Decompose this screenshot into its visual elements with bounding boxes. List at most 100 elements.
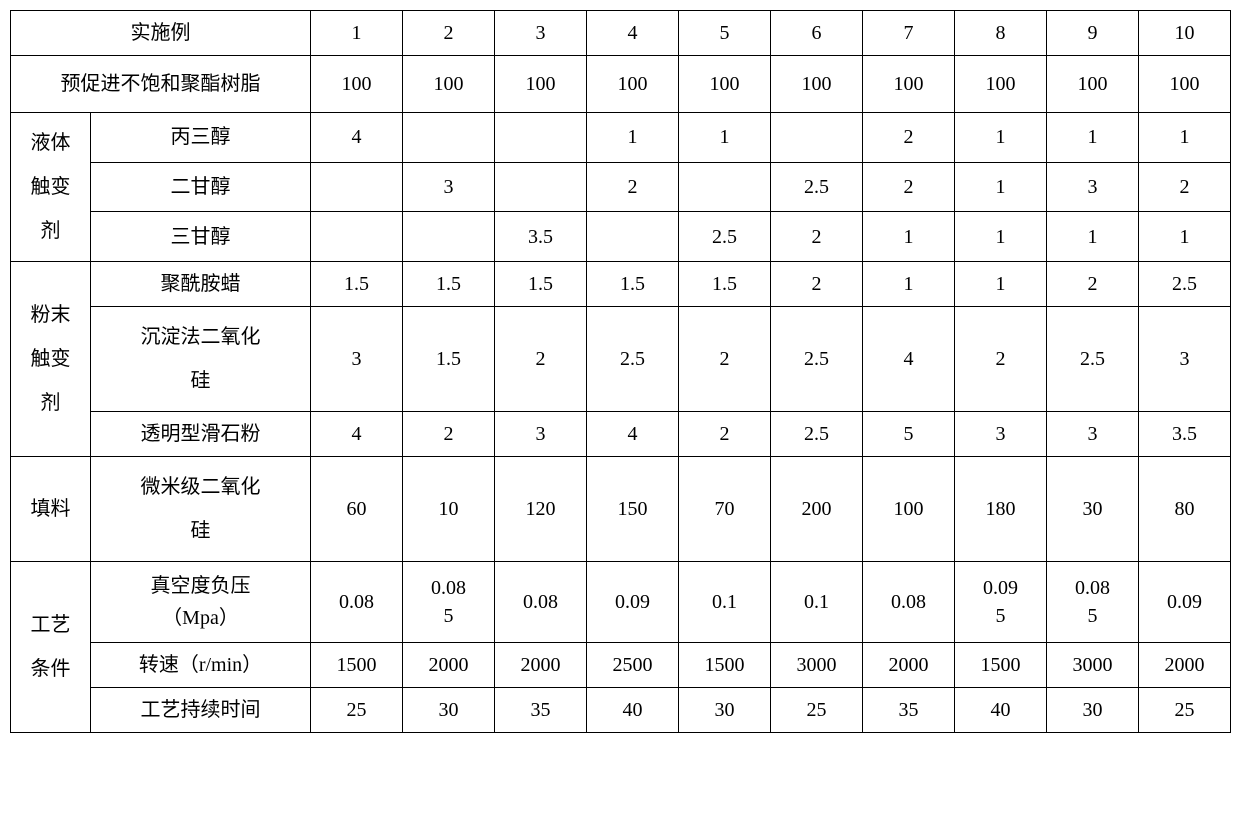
cell: 0.09 — [1139, 562, 1231, 643]
powder-thixo-group-label: 粉末触变剂 — [11, 262, 91, 457]
row-label: 工艺持续时间 — [91, 688, 311, 733]
cell — [311, 212, 403, 262]
cell: 100 — [679, 56, 771, 113]
cell: 1 — [863, 212, 955, 262]
col-header: 9 — [1047, 11, 1139, 56]
data-table: 实施例 1 2 3 4 5 6 7 8 9 10 预促进不饱和聚酯树脂 100 … — [10, 10, 1231, 733]
cell: 3 — [955, 412, 1047, 457]
cell: 30 — [679, 688, 771, 733]
cell: 3 — [311, 307, 403, 412]
cell: 120 — [495, 457, 587, 562]
cell: 2 — [495, 307, 587, 412]
cell: 60 — [311, 457, 403, 562]
cell: 2 — [863, 113, 955, 163]
cell: 30 — [403, 688, 495, 733]
resin-label: 预促进不饱和聚酯树脂 — [11, 56, 311, 113]
cell: 1 — [955, 212, 1047, 262]
cell: 100 — [863, 56, 955, 113]
cell: 100 — [771, 56, 863, 113]
cell: 2000 — [1139, 643, 1231, 688]
cell: 1.5 — [403, 262, 495, 307]
cell: 3 — [1139, 307, 1231, 412]
cell: 1 — [1139, 212, 1231, 262]
col-header: 10 — [1139, 11, 1231, 56]
process-row: 工艺持续时间 25 30 35 40 30 25 35 40 30 25 — [11, 688, 1231, 733]
cell: 1 — [679, 113, 771, 163]
cell — [679, 162, 771, 212]
cell — [771, 113, 863, 163]
cell: 2.5 — [771, 412, 863, 457]
cell — [587, 212, 679, 262]
cell: 2 — [403, 412, 495, 457]
cell: 0.085 — [403, 562, 495, 643]
cell: 2500 — [587, 643, 679, 688]
cell: 0.09 — [587, 562, 679, 643]
col-header: 2 — [403, 11, 495, 56]
row-label: 透明型滑石粉 — [91, 412, 311, 457]
cell: 0.1 — [771, 562, 863, 643]
liquid-thixo-row: 液体触变剂 丙三醇 4 1 1 2 1 1 1 — [11, 113, 1231, 163]
cell: 1 — [955, 162, 1047, 212]
cell: 4 — [311, 113, 403, 163]
cell: 0.085 — [1047, 562, 1139, 643]
col-header: 4 — [587, 11, 679, 56]
cell: 2000 — [863, 643, 955, 688]
cell: 2.5 — [771, 307, 863, 412]
cell: 200 — [771, 457, 863, 562]
cell: 2.5 — [587, 307, 679, 412]
cell: 1 — [863, 262, 955, 307]
cell: 0.08 — [863, 562, 955, 643]
filler-group-label: 填料 — [11, 457, 91, 562]
cell: 2 — [771, 262, 863, 307]
row-label: 聚酰胺蜡 — [91, 262, 311, 307]
cell: 1.5 — [679, 262, 771, 307]
cell: 100 — [863, 457, 955, 562]
header-row-label: 实施例 — [11, 11, 311, 56]
cell: 70 — [679, 457, 771, 562]
resin-row: 预促进不饱和聚酯树脂 100 100 100 100 100 100 100 1… — [11, 56, 1231, 113]
cell: 10 — [403, 457, 495, 562]
cell: 0.08 — [495, 562, 587, 643]
liquid-thixo-row: 三甘醇 3.5 2.5 2 1 1 1 1 — [11, 212, 1231, 262]
cell: 5 — [863, 412, 955, 457]
cell: 180 — [955, 457, 1047, 562]
powder-thixo-row: 沉淀法二氧化硅 3 1.5 2 2.5 2 2.5 4 2 2.5 3 — [11, 307, 1231, 412]
process-group-label: 工艺条件 — [11, 562, 91, 733]
cell: 2 — [955, 307, 1047, 412]
cell — [403, 212, 495, 262]
cell: 4 — [587, 412, 679, 457]
cell: 2.5 — [771, 162, 863, 212]
cell: 0.095 — [955, 562, 1047, 643]
cell: 30 — [1047, 688, 1139, 733]
cell: 40 — [587, 688, 679, 733]
cell: 1 — [1047, 212, 1139, 262]
row-label: 三甘醇 — [91, 212, 311, 262]
row-label: 丙三醇 — [91, 113, 311, 163]
row-label: 转速（r/min） — [91, 643, 311, 688]
cell: 150 — [587, 457, 679, 562]
cell: 0.08 — [311, 562, 403, 643]
cell: 25 — [311, 688, 403, 733]
cell: 2 — [771, 212, 863, 262]
cell: 35 — [495, 688, 587, 733]
cell: 1 — [1139, 113, 1231, 163]
powder-thixo-row: 粉末触变剂 聚酰胺蜡 1.5 1.5 1.5 1.5 1.5 2 1 1 2 2… — [11, 262, 1231, 307]
row-label: 沉淀法二氧化硅 — [91, 307, 311, 412]
row-label: 二甘醇 — [91, 162, 311, 212]
liquid-thixo-group-label: 液体触变剂 — [11, 113, 91, 262]
cell: 2 — [863, 162, 955, 212]
cell: 1 — [1047, 113, 1139, 163]
cell: 4 — [863, 307, 955, 412]
cell: 100 — [311, 56, 403, 113]
cell: 2.5 — [1047, 307, 1139, 412]
row-label: 微米级二氧化硅 — [91, 457, 311, 562]
cell: 1.5 — [311, 262, 403, 307]
cell: 2.5 — [679, 212, 771, 262]
cell: 30 — [1047, 457, 1139, 562]
filler-row: 填料 微米级二氧化硅 60 10 120 150 70 200 100 180 … — [11, 457, 1231, 562]
cell: 3.5 — [495, 212, 587, 262]
liquid-thixo-row: 二甘醇 3 2 2.5 2 1 3 2 — [11, 162, 1231, 212]
cell: 3 — [1047, 412, 1139, 457]
row-label: 真空度负压（Mpa） — [91, 562, 311, 643]
process-row: 转速（r/min） 1500 2000 2000 2500 1500 3000 … — [11, 643, 1231, 688]
